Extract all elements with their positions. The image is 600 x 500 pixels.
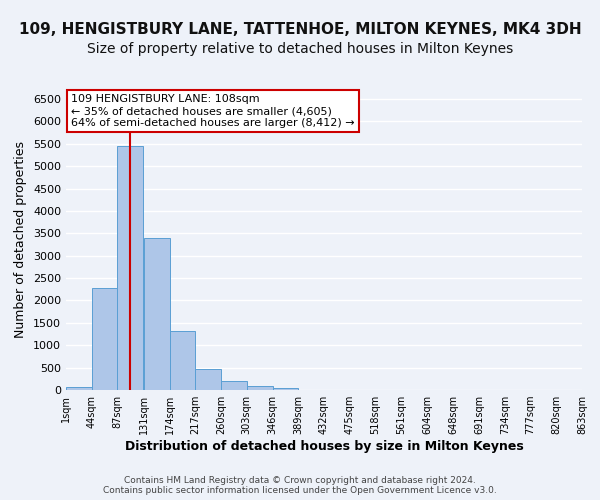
Bar — [247, 386, 272, 390]
Text: Size of property relative to detached houses in Milton Keynes: Size of property relative to detached ho… — [87, 42, 513, 56]
Bar — [66, 388, 92, 390]
Bar — [170, 332, 195, 390]
Bar — [272, 388, 298, 390]
Bar — [221, 381, 247, 390]
Bar — [144, 238, 170, 390]
Bar — [92, 288, 118, 390]
Bar — [118, 146, 143, 390]
X-axis label: Distribution of detached houses by size in Milton Keynes: Distribution of detached houses by size … — [125, 440, 523, 453]
Text: 109, HENGISTBURY LANE, TATTENHOE, MILTON KEYNES, MK4 3DH: 109, HENGISTBURY LANE, TATTENHOE, MILTON… — [19, 22, 581, 38]
Text: Contains HM Land Registry data © Crown copyright and database right 2024.
Contai: Contains HM Land Registry data © Crown c… — [103, 476, 497, 495]
Text: 109 HENGISTBURY LANE: 108sqm
← 35% of detached houses are smaller (4,605)
64% of: 109 HENGISTBURY LANE: 108sqm ← 35% of de… — [71, 94, 355, 128]
Bar — [195, 368, 221, 390]
Y-axis label: Number of detached properties: Number of detached properties — [14, 142, 28, 338]
